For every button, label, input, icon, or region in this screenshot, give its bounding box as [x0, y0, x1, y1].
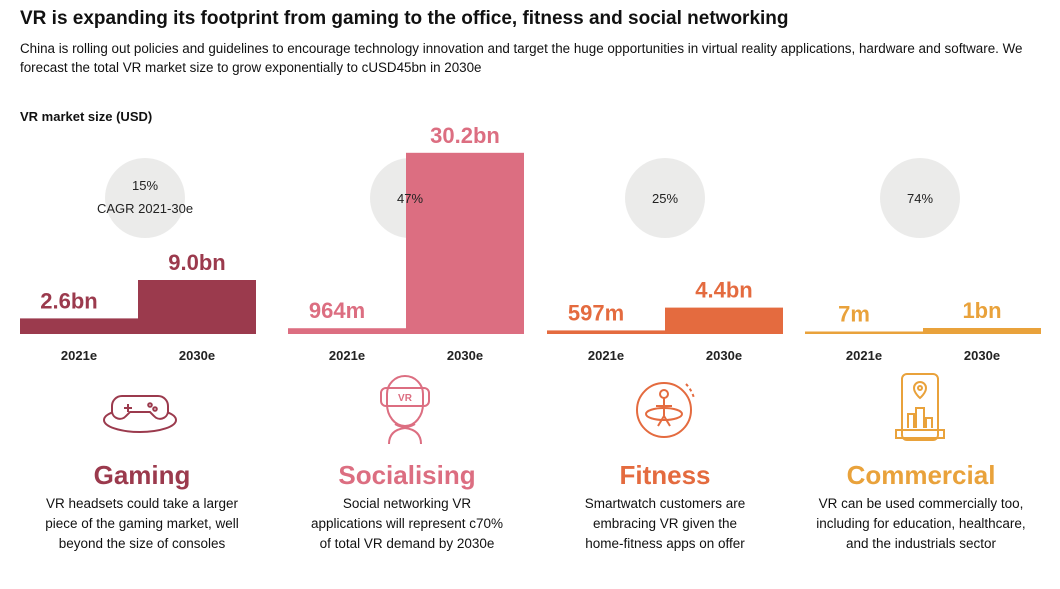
panel-fitness: Fitness Smartwatch customers are embraci… [540, 460, 790, 554]
category-title: Gaming [93, 460, 191, 490]
tick-label: 2030e [179, 348, 215, 363]
category-description: VR headsets could take a larger piece of… [45, 496, 239, 551]
category-title: Socialising [338, 460, 476, 490]
category-description: Smartwatch customers are embracing VR gi… [584, 496, 746, 551]
vr-market-chart: 2.6bn 2021e 9.0bn 2030e 15% CAGR 2021-30e 964m… [20, 123, 1041, 363]
data-label: 30.2bn [430, 123, 500, 148]
svg-text:VR: VR [398, 393, 413, 404]
data-label: 2.6bn [40, 288, 97, 313]
data-label: 7m [838, 302, 870, 327]
page-subtitle: China is rolling out policies and guidel… [20, 41, 1023, 75]
tick-label: 2030e [706, 348, 742, 363]
cagr-circle [625, 158, 705, 238]
cagr-caption: CAGR 2021-30e [97, 201, 193, 216]
cagr-value: 74% [907, 191, 933, 206]
data-label: 9.0bn [168, 250, 225, 275]
fitness-rotation-icon [626, 368, 706, 448]
category-title: Fitness [619, 460, 711, 490]
category-title: Commercial [846, 460, 996, 490]
bar-2030e [406, 152, 524, 334]
vr-headset-icon: VR [365, 368, 445, 448]
bar-2021e [20, 318, 138, 334]
gamepad-icon [100, 368, 180, 448]
tick-label: 2021e [61, 348, 97, 363]
data-label: 1bn [962, 298, 1001, 323]
category-description: VR can be used commercially too, includi… [816, 496, 1026, 551]
cagr-value: 25% [652, 191, 678, 206]
market-size-label: VR market size (USD) [20, 109, 153, 124]
panel-socialising: Socialising Social networking VR applica… [282, 460, 532, 554]
cagr-value: 15% [132, 178, 158, 193]
data-label: 964m [309, 298, 365, 323]
bar-2021e [805, 331, 923, 334]
bar-2021e [288, 328, 406, 334]
cagr-circle [880, 158, 960, 238]
commercial-phone-icon [880, 368, 960, 448]
tick-label: 2021e [588, 348, 624, 363]
category-description: Social networking VR applications will r… [310, 496, 504, 551]
page-title: VR is expanding its footprint from gamin… [20, 8, 789, 29]
panel-commercial: Commercial VR can be used commercially t… [796, 460, 1046, 554]
tick-label: 2030e [447, 348, 483, 363]
tick-label: 2021e [329, 348, 365, 363]
bar-2030e [665, 307, 783, 334]
bar-2021e [547, 330, 665, 334]
panel-gaming: Gaming VR headsets could take a larger p… [17, 460, 267, 554]
tick-label: 2021e [846, 348, 882, 363]
data-label: 4.4bn [695, 278, 752, 303]
bar-2030e [138, 280, 256, 334]
bar-2030e [923, 328, 1041, 334]
cagr-circle [105, 158, 185, 238]
data-label: 597m [568, 300, 624, 325]
tick-label: 2030e [964, 348, 1000, 363]
cagr-value: 47% [397, 191, 423, 206]
